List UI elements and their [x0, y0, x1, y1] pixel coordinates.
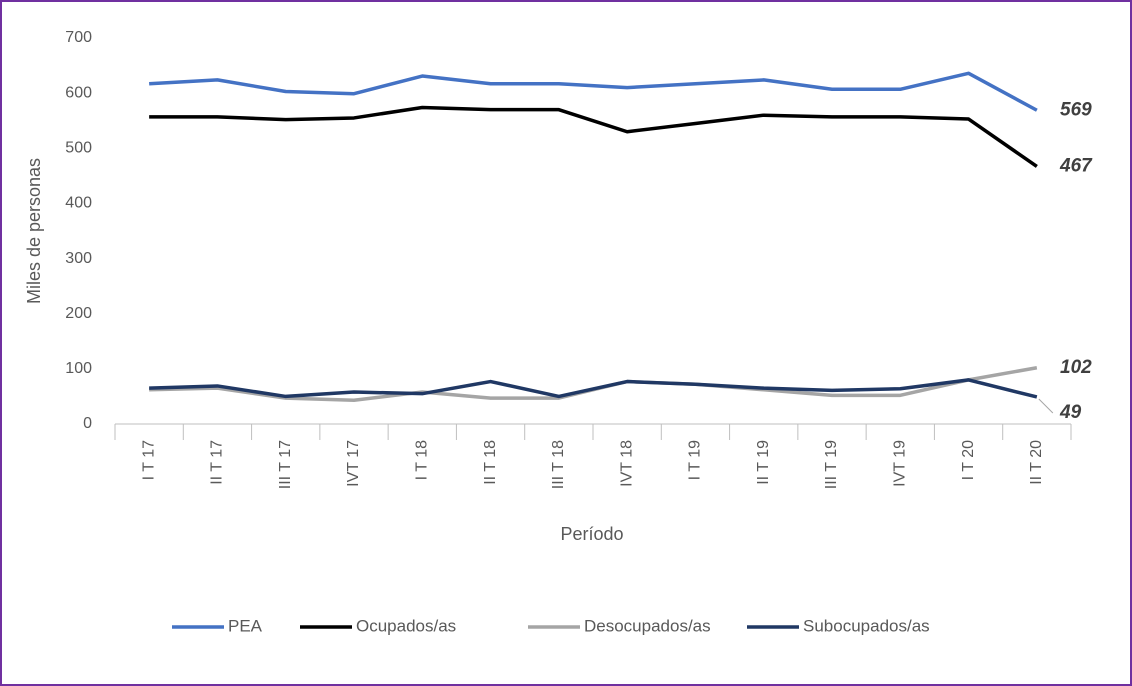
y-tick-label: 500: [65, 140, 92, 157]
x-tick-label: I T 18: [414, 440, 431, 480]
x-tick-label: I T 19: [687, 440, 704, 480]
x-tick-label: III T 18: [550, 440, 567, 489]
y-tick-label: 300: [65, 250, 92, 267]
x-axis-label: Período: [560, 524, 623, 544]
y-axis-label: Miles de personas: [24, 158, 44, 304]
x-tick-label: I T 20: [960, 440, 977, 480]
x-tick-label: IVT 17: [345, 440, 362, 487]
y-tick-label: 200: [65, 305, 92, 322]
legend-label: PEA: [228, 616, 263, 635]
x-tick-label: IVT 18: [618, 440, 635, 487]
x-tick-label: II T 17: [209, 440, 226, 485]
x-tick-label: II T 20: [1028, 440, 1045, 485]
data-label: 467: [1059, 155, 1093, 176]
legend-label: Ocupados/as: [356, 616, 456, 635]
y-tick-label: 100: [65, 360, 92, 377]
y-tick-label: 700: [65, 29, 92, 46]
x-tick-label: IVT 19: [892, 440, 909, 487]
x-tick-label: I T 17: [140, 440, 157, 480]
x-tick-label: II T 18: [482, 440, 499, 485]
y-tick-label: 600: [65, 84, 92, 101]
leader-line: [1038, 398, 1054, 414]
series-line: [149, 105, 1038, 168]
x-tick-label: III T 19: [823, 440, 840, 489]
legend-label: Desocupados/as: [584, 616, 711, 635]
y-tick-label: 0: [83, 415, 92, 432]
data-label: 49: [1059, 402, 1082, 423]
x-tick-label: III T 17: [277, 440, 294, 489]
y-tick-label: 400: [65, 195, 92, 212]
series-line: [149, 71, 1038, 112]
legend-label: Subocupados/as: [803, 616, 930, 635]
data-label: 102: [1060, 357, 1092, 378]
x-tick-label: II T 19: [755, 440, 772, 485]
series-line: [149, 378, 1038, 399]
data-label: 569: [1060, 99, 1092, 120]
